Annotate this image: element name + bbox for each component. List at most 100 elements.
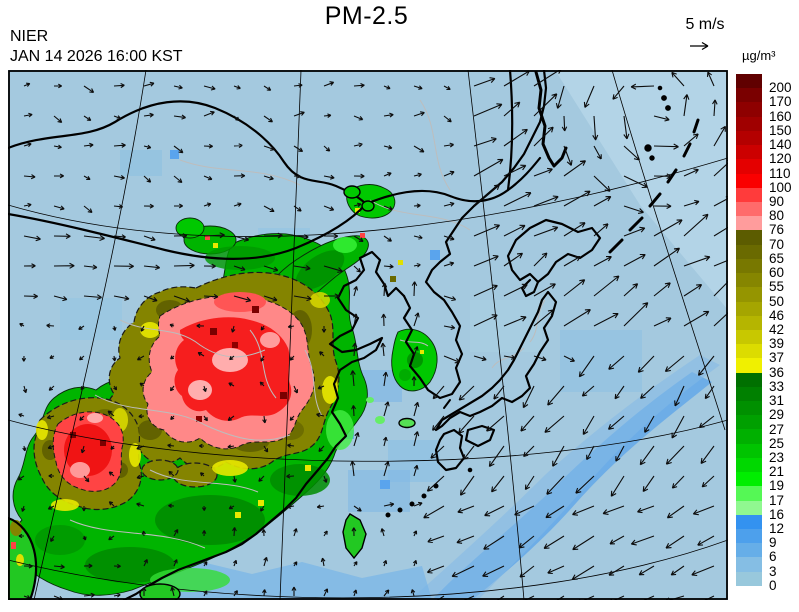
colorbar-tick: 25 [769,435,785,451]
colorbar-band [736,372,762,387]
colorbar-band [736,301,762,316]
colorbar-tick: 120 [769,151,792,167]
kuril-islands [608,118,700,254]
colorbar-band [736,230,762,245]
colorbar-tick: 31 [769,393,785,409]
colorbar-tick: 50 [769,293,785,309]
colorbar-band [736,443,762,458]
colorbar-tick: 17 [769,492,785,508]
colorbar-band [736,74,762,89]
colorbar-tick: 70 [769,236,785,252]
colorbar-tick: 12 [769,521,785,537]
colorbar-band [736,514,762,529]
colorbar-band [736,500,762,515]
colorbar-band [736,145,762,160]
colorbar-tick: 19 [769,478,785,494]
colorbar-tick: 23 [769,449,785,465]
taiwan [342,513,367,560]
colorbar-tick: 160 [769,108,792,124]
shikoku [464,424,496,448]
colorbar-band [736,543,762,558]
colorbar-band [736,273,762,288]
sakhalin [534,70,568,168]
colorbar-tick: 110 [769,165,791,181]
colorbar-band [736,415,762,430]
pm-green-shades [35,208,424,592]
pm-red-regions [52,235,315,492]
colorbar-band [736,401,762,416]
colorbar-band [736,344,762,359]
colorbar-band [736,287,762,302]
colorbar-band [736,315,762,330]
colorbar-band [736,557,762,572]
honshu [434,290,558,432]
right-arrow-icon [690,41,709,51]
colorbar-tick: 60 [769,265,785,281]
colorbar-band [736,244,762,259]
colorbar-tick: 42 [769,321,785,337]
colorbar-tick: 27 [769,421,785,437]
colorbar-tick: 6 [769,549,777,565]
colorbar-tick: 76 [769,222,785,238]
colorbar-tick: 55 [769,279,785,295]
colorbar-band [736,329,762,345]
colorbar-tick: 37 [769,350,785,366]
kyushu [434,428,466,472]
colorbar-tick: 100 [769,179,792,195]
colorbar-band [736,173,762,188]
colorbar-tick: 29 [769,407,785,423]
colorbar-band [736,486,762,501]
hokkaido [506,218,602,284]
okhotsk-clean-air-wedge [555,70,728,310]
colorbar-tick: 90 [769,193,785,209]
amur-border [364,156,542,206]
colorbar-band [736,102,762,117]
colorbar-tick: 65 [769,250,785,266]
colorbar-band [736,386,762,402]
agency-label: NIER [10,28,49,45]
colorbar-band [736,258,762,274]
colorbar-tick: 16 [769,506,785,522]
colorbar-tick: 140 [769,137,792,153]
colorbar-tick: 46 [769,307,785,323]
colorbar-band [736,571,762,586]
pm25-map [8,70,728,600]
colorbar-band [736,88,762,103]
wind-speed-legend: 5 m/s [685,16,725,33]
colorbar-tick: 200 [769,80,792,96]
colorbar [736,74,762,586]
wind-vector-layer [17,70,728,600]
colorbar-band [736,201,762,217]
islands [139,85,671,600]
hainan [139,583,181,600]
amur-river [506,70,514,192]
tsushima [443,399,451,409]
colorbar-tick: 39 [769,336,785,352]
colorbar-tick: 80 [769,208,785,224]
datetime-label: JAN 14 2026 16:00 KST [10,48,183,65]
colorbar-tick: 3 [769,563,777,579]
colorbar-tick: 21 [769,464,785,480]
colorbar-tick: 36 [769,364,785,380]
graticule [8,70,728,600]
map-panel [8,70,728,600]
wind-arrows [17,70,728,600]
mongolia-south-border [8,202,368,260]
colorbar-band [736,116,762,131]
colorbar-tick: 9 [769,535,777,551]
colorbar-band [736,429,762,444]
province-borders [69,99,546,549]
map-border [8,70,728,600]
colorbar-band [736,159,762,174]
colorbar-band [736,358,762,373]
colorbar-band [736,472,762,487]
colorbar-band [736,130,762,146]
vietnam-coast [8,516,38,600]
colorbar-band [736,187,762,202]
china-coast [122,250,406,600]
korea-russia-coast [402,70,548,400]
colorbar-tick: 170 [769,94,792,110]
colorbar-unit-label: µg/m³ [742,48,776,63]
jeju [398,417,416,429]
